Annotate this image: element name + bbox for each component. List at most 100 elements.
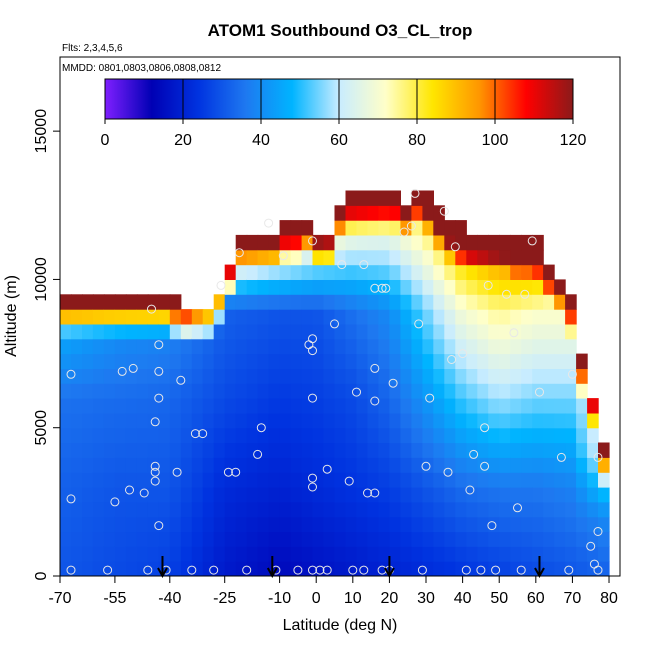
heatmap-cell <box>521 546 533 562</box>
heatmap-cell <box>180 323 193 340</box>
sample-point <box>322 565 332 575</box>
heatmap-cell <box>114 516 127 533</box>
heatmap-cell <box>169 457 182 473</box>
heatmap-cell <box>521 516 533 533</box>
sample-point <box>509 328 519 338</box>
heatmap-cell <box>455 279 467 295</box>
heatmap-cell <box>82 323 94 340</box>
heatmap-cell <box>389 264 401 280</box>
heatmap-cell <box>82 398 94 414</box>
heatmap-cell <box>389 427 401 444</box>
heatmap-cell <box>565 501 577 518</box>
heatmap-cell <box>477 516 489 533</box>
heatmap-cell <box>488 309 500 325</box>
heatmap-cell <box>268 412 281 429</box>
sample-point <box>439 206 449 216</box>
heatmap-cell <box>114 457 127 473</box>
heatmap-cell <box>60 516 72 533</box>
heatmap-cell <box>71 457 83 473</box>
heatmap-cell <box>125 368 138 384</box>
heatmap-cell <box>499 383 511 399</box>
heatmap-cell <box>71 338 83 355</box>
heatmap-cell <box>466 294 478 310</box>
heatmap-cell <box>444 234 456 251</box>
heatmap-cell <box>488 501 500 518</box>
heatmap-cell <box>499 234 511 251</box>
heatmap-cell <box>169 561 182 576</box>
heatmap-cell <box>202 383 215 399</box>
heatmap-cell <box>235 338 248 355</box>
heatmap-cell <box>389 205 401 221</box>
heatmap-cell <box>433 412 445 429</box>
heatmap-cell <box>411 353 423 369</box>
heatmap-cell <box>71 487 83 503</box>
sample-point <box>66 494 76 504</box>
heatmap-cell <box>422 531 434 547</box>
heatmap-cell <box>510 249 522 266</box>
heatmap-cell <box>554 294 566 310</box>
heatmap-cell <box>224 323 237 340</box>
heatmap-cell <box>488 561 500 576</box>
heatmap-cell <box>389 442 401 458</box>
heatmap-cell <box>202 546 215 562</box>
heatmap-cell <box>499 279 511 295</box>
heatmap-cell <box>389 531 401 547</box>
heatmap-cell <box>180 546 193 562</box>
heatmap-cell <box>82 516 94 533</box>
heatmap-cell <box>466 501 478 518</box>
heatmap-cell <box>356 383 369 399</box>
heatmap-cell <box>92 561 105 576</box>
heatmap-cell <box>202 353 215 369</box>
heatmap-cell <box>400 412 412 429</box>
heatmap-cell <box>510 398 522 414</box>
heatmap-cell <box>224 472 237 488</box>
heatmap-cell <box>521 561 533 576</box>
heatmap-cell <box>510 264 522 280</box>
heatmap-cell <box>290 279 303 295</box>
heatmap-cell <box>290 442 303 458</box>
heatmap-cell <box>334 427 347 444</box>
heatmap-cell <box>125 323 138 340</box>
heatmap-cell <box>356 427 369 444</box>
heatmap-cell <box>521 412 533 429</box>
heatmap-cell <box>323 294 336 310</box>
heatmap-cell <box>488 234 500 251</box>
heatmap-cell <box>488 338 500 355</box>
heatmap-cell <box>345 279 358 295</box>
heatmap-cell <box>510 516 522 533</box>
heatmap-cell <box>334 279 347 295</box>
heatmap-cell <box>224 531 237 547</box>
y-tick-label: 0 <box>33 571 50 580</box>
heatmap-cell <box>466 383 478 399</box>
heatmap-cell <box>323 323 336 340</box>
heatmap-cell <box>378 368 390 384</box>
heatmap-cell <box>125 442 138 458</box>
heatmap-cell <box>565 427 577 444</box>
heatmap-cell <box>455 412 467 429</box>
heatmap-cell <box>367 442 380 458</box>
sample-point <box>176 375 186 385</box>
heatmap-cell <box>301 338 314 355</box>
heatmap-cell <box>158 472 171 488</box>
heatmap-cell <box>290 220 303 236</box>
sample-point <box>66 369 76 379</box>
heatmap-cell <box>213 531 226 547</box>
sample-point <box>66 565 76 575</box>
heatmap-cell <box>60 472 72 488</box>
heatmap-cell <box>565 368 577 384</box>
heatmap-cell <box>235 531 248 547</box>
heatmap-layer <box>60 190 610 576</box>
heatmap-cell <box>411 190 423 206</box>
heatmap-cell <box>378 234 390 251</box>
heatmap-cell <box>367 398 380 414</box>
heatmap-cell <box>543 398 555 414</box>
heatmap-cell <box>114 531 127 547</box>
heatmap-cell <box>499 442 511 458</box>
heatmap-cell <box>532 398 544 414</box>
heatmap-cell <box>389 249 401 266</box>
heatmap-cell <box>422 234 434 251</box>
heatmap-cell <box>323 338 336 355</box>
heatmap-cell <box>235 309 248 325</box>
heatmap-cell <box>554 427 566 444</box>
heatmap-cell <box>268 531 281 547</box>
